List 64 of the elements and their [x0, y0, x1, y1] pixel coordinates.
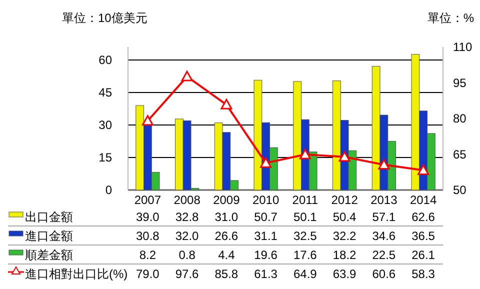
y-axis-title: 單位：10億美元 [62, 11, 148, 25]
data-label: 18.2 [332, 248, 357, 262]
x-tick-label: 2012 [331, 193, 358, 207]
point [299, 148, 311, 160]
legend-label: 進口相對出口比(%) [25, 267, 128, 281]
data-label: 32.8 [175, 210, 200, 224]
legend-label: 進口金額 [25, 229, 73, 243]
data-label: 17.6 [294, 248, 318, 262]
data-label: 64.9 [294, 267, 318, 281]
point [418, 164, 430, 175]
data-label: 4.4 [218, 248, 236, 262]
data-label: 34.6 [372, 229, 396, 243]
data-label: 61.3 [254, 267, 278, 281]
y-tick-label: 45 [98, 86, 112, 100]
data-label: 50.7 [254, 210, 278, 224]
data-label: 58.3 [412, 267, 436, 281]
y2-tick-label: 110 [453, 40, 472, 54]
point [142, 115, 154, 126]
data-label: 32.5 [294, 229, 318, 243]
point [378, 158, 390, 170]
data-label: 22.5 [372, 248, 396, 262]
data-label: 31.0 [214, 210, 238, 224]
legend-label: 順差金額 [25, 248, 73, 262]
data-label: 0.8 [178, 248, 196, 262]
data-label: 62.6 [412, 210, 436, 224]
point [181, 70, 193, 82]
x-tick-label: 2010 [252, 193, 280, 207]
data-label: 26.1 [412, 248, 436, 262]
y2-tick-label: 50 [453, 183, 467, 197]
data-label: 31.1 [254, 229, 278, 243]
y-tick-label: 30 [98, 118, 112, 132]
data-label: 60.6 [372, 267, 396, 281]
y-tick-label: 15 [98, 150, 112, 164]
y-tick-label: 0 [105, 183, 112, 197]
data-label: 57.1 [372, 210, 396, 224]
y-tick-label: 60 [98, 53, 112, 67]
y2-tick-label: 95 [453, 76, 467, 90]
data-label: 32.2 [332, 229, 357, 243]
x-tick-label: 2007 [134, 193, 162, 207]
legend-label: 出口金額 [25, 210, 73, 224]
data-label: 50.1 [294, 210, 318, 224]
data-label: 8.2 [139, 248, 156, 262]
x-tick-label: 2013 [370, 193, 398, 207]
x-tick-label: 2008 [174, 193, 201, 207]
data-label: 19.6 [254, 248, 278, 262]
data-label: 32.0 [175, 229, 200, 243]
data-label: 85.8 [214, 267, 238, 281]
x-tick-label: 2011 [292, 193, 318, 207]
point [220, 98, 232, 110]
data-label: 36.5 [412, 229, 436, 243]
point [338, 151, 350, 162]
y2-tick-label: 65 [453, 147, 467, 162]
y2-tick-label: 80 [453, 112, 467, 126]
data-label: 79.0 [136, 267, 160, 281]
data-label: 63.9 [332, 267, 357, 281]
point [260, 157, 272, 168]
x-tick-label: 2014 [410, 193, 437, 207]
data-label: 97.6 [175, 267, 200, 281]
y2-axis-title: 單位：% [427, 11, 474, 25]
data-label: 26.6 [214, 229, 238, 243]
data-label: 50.4 [332, 210, 357, 224]
data-label: 39.0 [136, 210, 160, 224]
x-tick-label: 2009 [213, 193, 240, 207]
data-label: 30.8 [136, 229, 160, 243]
